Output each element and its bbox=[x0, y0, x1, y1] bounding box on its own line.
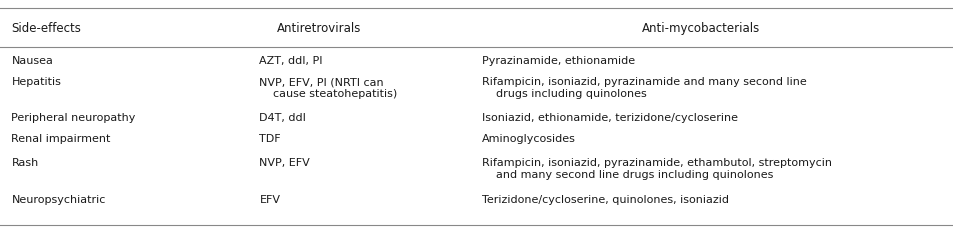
Text: Isoniazid, ethionamide, terizidone/cycloserine: Isoniazid, ethionamide, terizidone/cyclo… bbox=[481, 113, 737, 123]
Text: Pyrazinamide, ethionamide: Pyrazinamide, ethionamide bbox=[481, 56, 635, 66]
Text: NVP, EFV: NVP, EFV bbox=[259, 157, 310, 167]
Text: Hepatitis: Hepatitis bbox=[11, 77, 61, 87]
Text: Rash: Rash bbox=[11, 157, 39, 167]
Text: Rifampicin, isoniazid, pyrazinamide and many second line
    drugs including qui: Rifampicin, isoniazid, pyrazinamide and … bbox=[481, 77, 805, 99]
Text: EFV: EFV bbox=[259, 195, 280, 205]
Text: Antiretrovirals: Antiretrovirals bbox=[277, 22, 361, 35]
Text: AZT, ddI, PI: AZT, ddI, PI bbox=[259, 56, 323, 66]
Text: Neuropsychiatric: Neuropsychiatric bbox=[11, 195, 106, 205]
Text: Terizidone/cycloserine, quinolones, isoniazid: Terizidone/cycloserine, quinolones, ison… bbox=[481, 195, 728, 205]
Text: NVP, EFV, PI (NRTI can
    cause steatohepatitis): NVP, EFV, PI (NRTI can cause steatohepat… bbox=[259, 77, 397, 99]
Text: Side-effects: Side-effects bbox=[11, 22, 81, 35]
Text: Renal impairment: Renal impairment bbox=[11, 134, 111, 144]
Text: Anti-mycobacterials: Anti-mycobacterials bbox=[641, 22, 760, 35]
Text: Rifampicin, isoniazid, pyrazinamide, ethambutol, streptomycin
    and many secon: Rifampicin, isoniazid, pyrazinamide, eth… bbox=[481, 157, 831, 179]
Text: Aminoglycosides: Aminoglycosides bbox=[481, 134, 575, 144]
Text: TDF: TDF bbox=[259, 134, 281, 144]
Text: Nausea: Nausea bbox=[11, 56, 53, 66]
Text: Peripheral neuropathy: Peripheral neuropathy bbox=[11, 113, 135, 123]
Text: D4T, ddI: D4T, ddI bbox=[259, 113, 306, 123]
